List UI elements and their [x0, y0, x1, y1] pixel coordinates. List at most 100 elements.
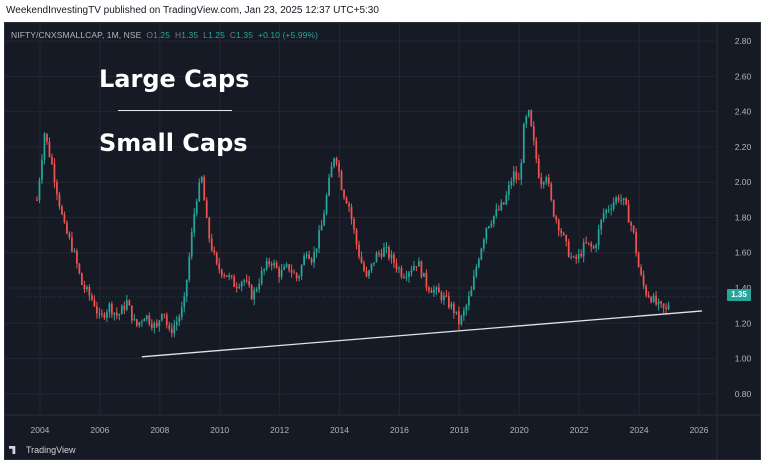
- candle-body: [153, 323, 156, 328]
- candle-body: [313, 252, 315, 263]
- candle-body: [640, 267, 642, 275]
- candle-body: [385, 247, 388, 249]
- symbol-name: NIFTY/CNXSMALLCAP, 1M, NSE: [11, 30, 142, 40]
- candle-body: [378, 253, 380, 255]
- candle-body: [228, 275, 231, 277]
- x-tick-label: 2012: [270, 425, 289, 435]
- candle-body: [360, 256, 363, 263]
- candle-body: [393, 254, 395, 264]
- candle-body: [562, 233, 565, 235]
- y-tick-label: 2.20: [735, 142, 752, 152]
- candle-body: [620, 200, 623, 202]
- tradingview-footer[interactable]: TradingView: [9, 441, 76, 459]
- candle-body: [46, 133, 48, 142]
- candle-body: [150, 323, 153, 328]
- candle-body: [413, 266, 415, 271]
- candle-body: [433, 289, 435, 293]
- candle-body: [440, 292, 443, 301]
- candle-body: [130, 305, 133, 321]
- candle-body: [175, 321, 178, 326]
- candle-body: [423, 272, 425, 277]
- candle-body: [263, 269, 266, 271]
- candle-body: [56, 182, 58, 195]
- candle-body: [630, 222, 632, 226]
- candle-body: [662, 303, 665, 308]
- candle-body: [298, 276, 300, 279]
- candle-body: [138, 322, 141, 326]
- candles-group: [36, 109, 670, 338]
- candle-body: [448, 295, 450, 308]
- price-chart[interactable]: 0.80 1.00 1.20 1.40 1.60 1.80 2.00 2.20 2.40 2.60…: [5, 23, 760, 459]
- candle-body: [495, 209, 498, 216]
- candle-body: [492, 215, 495, 224]
- candle-body: [125, 300, 128, 310]
- candle-body: [88, 287, 91, 296]
- y-tick-label: 1.00: [735, 354, 752, 364]
- candle-body: [465, 305, 468, 311]
- candle-body: [115, 312, 118, 316]
- candle-body: [490, 223, 493, 227]
- candle-body: [168, 325, 171, 329]
- candle-body: [41, 159, 43, 181]
- candle-body: [580, 253, 583, 257]
- candle-body: [48, 141, 51, 157]
- candle-body: [535, 140, 538, 159]
- candle-body: [288, 264, 290, 271]
- candle-body: [51, 156, 53, 164]
- open-label: O: [146, 30, 154, 40]
- candle-body: [398, 268, 400, 270]
- y-tick-label: 2.60: [735, 71, 752, 81]
- candle-body: [497, 209, 500, 211]
- candle-body: [248, 280, 251, 286]
- candle-body: [403, 276, 405, 278]
- candle-body: [36, 199, 38, 201]
- candle-body: [135, 319, 138, 326]
- close-label: C: [229, 30, 237, 40]
- candle-body: [285, 264, 288, 267]
- candle-body: [258, 283, 261, 290]
- candle-body: [443, 295, 445, 301]
- candle-body: [235, 286, 238, 288]
- candle-body: [290, 270, 293, 273]
- chart-frame[interactable]: 0.80 1.00 1.20 1.40 1.60 1.80 2.00 2.20 2.40 2.60…: [4, 22, 761, 460]
- candle-body: [532, 126, 535, 141]
- candle-body: [195, 201, 198, 214]
- candle-body: [555, 216, 558, 220]
- candle-body: [273, 262, 276, 266]
- candle-body: [545, 177, 548, 183]
- candle-body: [110, 303, 113, 315]
- candle-body: [507, 185, 510, 196]
- candle-body: [552, 199, 555, 217]
- candle-body: [642, 274, 645, 286]
- candle-body: [453, 303, 455, 314]
- candle-body: [91, 295, 93, 300]
- candle-body: [280, 269, 283, 277]
- candle-body: [223, 275, 226, 277]
- x-tick-label: 2016: [390, 425, 409, 435]
- x-tick-label: 2004: [31, 425, 50, 435]
- candle-body: [108, 303, 111, 312]
- candle-body: [305, 254, 308, 256]
- candle-body: [83, 285, 86, 290]
- candle-body: [410, 270, 413, 273]
- candle-body: [338, 163, 340, 172]
- candle-body: [635, 232, 637, 254]
- candle-body: [582, 242, 585, 257]
- candle-body: [375, 253, 378, 263]
- candle-body: [148, 315, 151, 324]
- candle-body: [310, 258, 313, 263]
- candle-body: [462, 310, 465, 316]
- candle-body: [270, 263, 273, 266]
- x-tick-label: 2014: [330, 425, 349, 435]
- y-tick-label: 2.80: [735, 36, 752, 46]
- candle-body: [278, 268, 281, 277]
- candle-body: [390, 254, 393, 259]
- candle-body: [547, 177, 550, 184]
- ratio-divider-line: [118, 110, 232, 111]
- candle-body: [240, 282, 243, 287]
- candle-body: [400, 268, 403, 277]
- publish-text: WeekendInvestingTV published on TradingV…: [6, 5, 379, 16]
- candle-body: [73, 251, 76, 253]
- candle-body: [592, 246, 595, 249]
- candle-body: [58, 194, 61, 207]
